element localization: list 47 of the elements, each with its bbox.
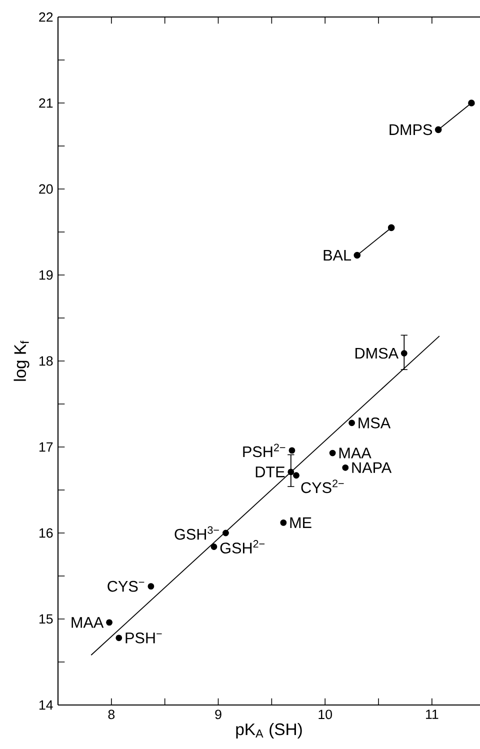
point	[288, 447, 296, 454]
annotation: CYS$^{2−}$	[301, 480, 344, 494]
point	[106, 619, 112, 626]
annotation: GSH$^{3−}$	[174, 526, 219, 540]
point	[400, 350, 408, 356]
y-tick-label: 14	[39, 700, 53, 710]
point	[148, 583, 154, 590]
annotation: CYS$^{−}$	[108, 580, 144, 592]
point	[342, 464, 349, 471]
y-tick-label: 15	[39, 614, 53, 624]
x-tick-label: 8	[108, 710, 115, 720]
annotation: MAA	[339, 448, 372, 458]
point	[280, 519, 287, 526]
annotation: MSA	[358, 417, 391, 428]
point	[468, 100, 475, 106]
annotation: PSH$^{−}$	[126, 632, 162, 644]
x-tick-label: 9	[215, 710, 222, 720]
point	[388, 224, 395, 232]
y-tick-label: 21	[39, 98, 53, 108]
annotation: DMSA	[356, 348, 398, 359]
y-tick-label: 22	[39, 12, 53, 22]
annotation: DTE	[256, 466, 285, 478]
y-tick-label: 17	[39, 442, 53, 452]
y-tick-label: 16	[39, 528, 53, 538]
annotation: BAL	[324, 250, 352, 260]
point	[210, 544, 218, 550]
x-tick-label: 10	[318, 710, 332, 720]
annotation: GSH$^{2−}$	[220, 540, 265, 554]
x-axis-title: pK$_{A}$ (SH)	[236, 722, 302, 738]
point	[434, 126, 442, 134]
annotation: DMPS	[390, 124, 432, 136]
y-tick-label: 18	[39, 356, 53, 366]
annotation: MAA	[72, 617, 104, 628]
point	[354, 252, 361, 259]
x-tick-label: 11	[426, 710, 438, 719]
y-tick-label: 19	[39, 270, 53, 280]
y-axis-title: log K$_{f}$	[14, 340, 30, 381]
annotation: ME	[290, 517, 312, 528]
annotation: PSH$^{2−}$	[243, 444, 286, 458]
y-tick-label: 20	[39, 184, 53, 194]
point	[293, 472, 300, 479]
point	[116, 634, 122, 642]
point	[348, 420, 355, 426]
point	[329, 450, 336, 456]
point	[288, 468, 294, 476]
point	[222, 530, 229, 536]
annotation: NAPA	[352, 462, 392, 473]
